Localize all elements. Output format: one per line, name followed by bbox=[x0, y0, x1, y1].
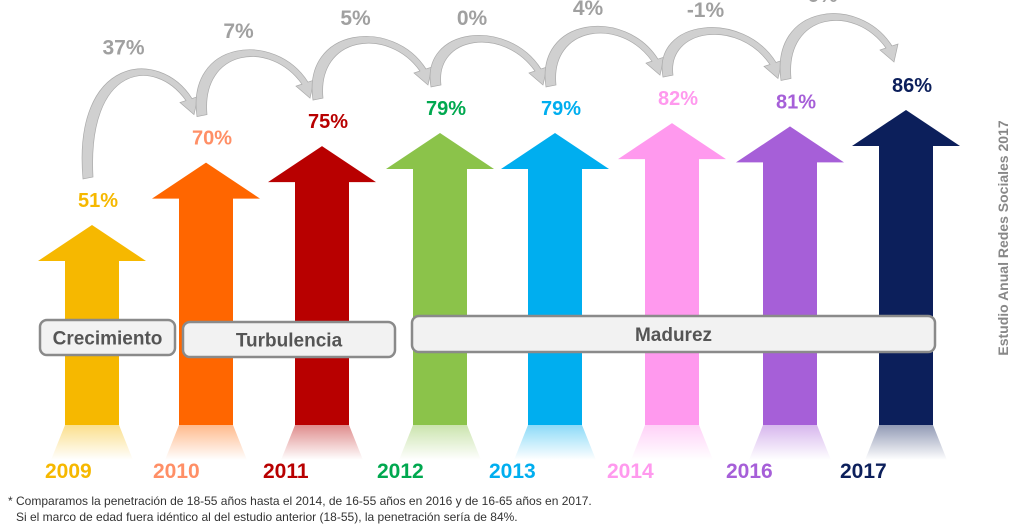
phase-label: Crecimiento bbox=[53, 329, 163, 350]
value-label-2010: 70% bbox=[192, 128, 232, 150]
change-label: 0% bbox=[457, 7, 488, 30]
year-label-2009: 2009 bbox=[45, 460, 92, 483]
value-label-2011: 75% bbox=[308, 111, 348, 133]
value-label-2016: 81% bbox=[776, 91, 816, 113]
value-label-2014: 82% bbox=[658, 88, 698, 110]
arrow-reflection bbox=[514, 425, 596, 460]
footnote: * Comparamos la penetración de 18-55 año… bbox=[8, 493, 592, 525]
value-label-2012: 79% bbox=[426, 98, 466, 120]
change-curve-arrow bbox=[311, 36, 433, 101]
year-label-2013: 2013 bbox=[489, 460, 536, 483]
year-label-2010: 2010 bbox=[153, 460, 200, 483]
arrow-reflection bbox=[865, 425, 947, 460]
arrow-reflection bbox=[749, 425, 831, 460]
change-curve-arrow bbox=[81, 68, 199, 180]
arrow-bar-2016 bbox=[736, 126, 844, 425]
arrow-bar-2010 bbox=[152, 162, 260, 426]
change-curve-arrow bbox=[429, 35, 548, 88]
year-label-2011: 2011 bbox=[263, 460, 309, 483]
phase-label: Turbulencia bbox=[236, 331, 343, 352]
footnote-line-2: Si el marco de edad fuera idéntico al de… bbox=[16, 510, 518, 524]
arrow-bar-2012 bbox=[386, 133, 494, 425]
arrow-bar-2013 bbox=[501, 133, 609, 425]
year-label-2017: 2017 bbox=[840, 460, 887, 483]
year-label-2016: 2016 bbox=[726, 460, 773, 483]
value-label-2017: 86% bbox=[892, 75, 932, 97]
value-label-2009: 51% bbox=[78, 190, 118, 212]
year-label-2012: 2012 bbox=[377, 460, 424, 483]
change-label: 6% bbox=[807, 0, 838, 7]
footnote-line-1: * Comparamos la penetración de 18-55 año… bbox=[8, 494, 592, 508]
change-label: 4% bbox=[573, 0, 604, 20]
change-curve-arrow bbox=[779, 13, 899, 81]
phase-label: Madurez bbox=[635, 325, 712, 346]
change-label: 7% bbox=[223, 20, 254, 43]
arrow-reflection bbox=[51, 425, 133, 460]
arrow-reflection bbox=[399, 425, 481, 460]
change-label: 37% bbox=[102, 37, 144, 60]
phase-box-madurez bbox=[410, 314, 937, 354]
change-label: 5% bbox=[340, 7, 371, 30]
arrow-bar-2011 bbox=[268, 146, 376, 425]
arrow-reflection bbox=[281, 425, 363, 460]
change-curve-arrow bbox=[195, 49, 315, 117]
value-label-2013: 79% bbox=[541, 98, 581, 120]
side-title: Estudio Anual Redes Sociales 2017 bbox=[995, 120, 1011, 356]
year-label-2014: 2014 bbox=[607, 460, 654, 483]
change-curve-arrow bbox=[661, 27, 783, 80]
arrow-bar-2014 bbox=[618, 123, 726, 426]
phase-box-turbulencia bbox=[181, 320, 397, 359]
phase-box-crecimiento bbox=[38, 318, 177, 357]
change-label: -1% bbox=[687, 0, 725, 22]
arrow-reflection bbox=[631, 425, 713, 460]
arrow-reflection bbox=[165, 425, 247, 460]
arrow-bar-2017 bbox=[852, 110, 960, 425]
change-curve-arrow bbox=[544, 26, 665, 88]
